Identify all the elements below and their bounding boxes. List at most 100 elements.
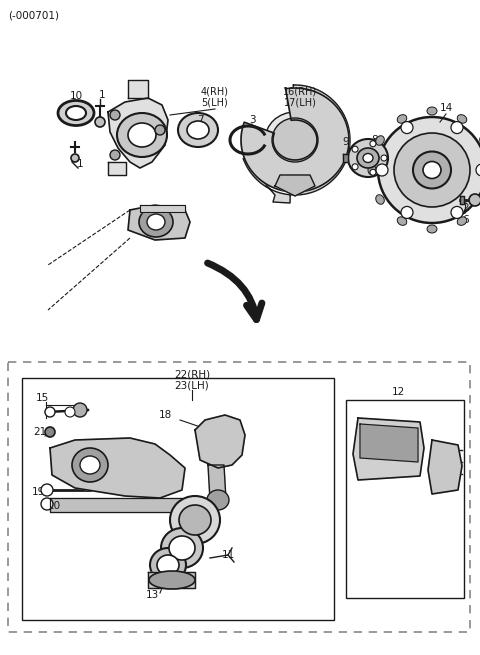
Text: 20: 20	[48, 501, 60, 511]
Polygon shape	[195, 415, 245, 468]
Text: 4(RH)
5(LH): 4(RH) 5(LH)	[201, 86, 229, 108]
Circle shape	[469, 194, 480, 206]
Circle shape	[352, 164, 358, 170]
Text: 9: 9	[343, 137, 349, 147]
Text: 18: 18	[158, 410, 172, 420]
Text: 16(RH)
17(LH): 16(RH) 17(LH)	[283, 86, 317, 108]
Polygon shape	[275, 175, 315, 196]
Ellipse shape	[117, 113, 167, 157]
Ellipse shape	[272, 118, 318, 162]
Ellipse shape	[207, 490, 229, 510]
Ellipse shape	[397, 217, 407, 225]
Circle shape	[352, 146, 358, 152]
Ellipse shape	[149, 571, 195, 589]
Ellipse shape	[169, 536, 195, 560]
Polygon shape	[108, 162, 126, 175]
Text: 1: 1	[99, 90, 105, 100]
Circle shape	[155, 125, 165, 135]
Ellipse shape	[427, 107, 437, 115]
Ellipse shape	[72, 448, 108, 482]
Text: 12: 12	[391, 387, 405, 397]
Text: 3: 3	[249, 115, 255, 125]
Text: 14: 14	[439, 103, 453, 113]
Text: (-000701): (-000701)	[8, 10, 59, 20]
Text: 15: 15	[36, 393, 48, 403]
Ellipse shape	[265, 112, 325, 168]
Circle shape	[110, 110, 120, 120]
Circle shape	[41, 484, 53, 496]
Ellipse shape	[394, 133, 470, 207]
Bar	[8, 362, 470, 632]
Circle shape	[381, 155, 387, 161]
Polygon shape	[460, 196, 464, 204]
Ellipse shape	[427, 225, 437, 233]
Circle shape	[370, 141, 376, 147]
Circle shape	[401, 206, 413, 218]
Polygon shape	[241, 88, 349, 192]
Circle shape	[71, 154, 79, 162]
Ellipse shape	[58, 100, 94, 126]
Ellipse shape	[457, 115, 467, 123]
Text: 1: 1	[77, 159, 84, 169]
Polygon shape	[50, 498, 182, 512]
Circle shape	[73, 403, 87, 417]
Ellipse shape	[170, 496, 220, 544]
Ellipse shape	[178, 113, 218, 147]
Polygon shape	[343, 154, 348, 162]
Bar	[346, 400, 464, 598]
Polygon shape	[148, 572, 195, 588]
Circle shape	[41, 498, 53, 510]
Polygon shape	[108, 98, 168, 168]
Circle shape	[45, 427, 55, 437]
Circle shape	[370, 169, 376, 176]
Text: 11: 11	[221, 550, 235, 560]
Ellipse shape	[157, 555, 179, 575]
Ellipse shape	[348, 139, 388, 177]
Ellipse shape	[187, 121, 209, 139]
Circle shape	[95, 117, 105, 127]
Polygon shape	[428, 440, 462, 494]
Circle shape	[376, 164, 388, 176]
Ellipse shape	[413, 151, 451, 189]
Circle shape	[476, 164, 480, 176]
Circle shape	[451, 206, 463, 218]
Text: 22(RH)
23(LH): 22(RH) 23(LH)	[174, 369, 210, 391]
Polygon shape	[243, 85, 350, 203]
Circle shape	[65, 407, 75, 417]
Ellipse shape	[139, 207, 173, 237]
Text: 8: 8	[372, 135, 378, 145]
Ellipse shape	[378, 117, 480, 223]
Circle shape	[401, 122, 413, 134]
Ellipse shape	[423, 162, 441, 179]
Text: 6: 6	[463, 215, 469, 225]
Ellipse shape	[179, 505, 211, 535]
Text: 7: 7	[197, 115, 204, 125]
Text: 2: 2	[463, 203, 469, 213]
Ellipse shape	[147, 214, 165, 230]
Text: 13: 13	[145, 590, 158, 600]
Circle shape	[451, 122, 463, 134]
Polygon shape	[128, 205, 190, 240]
Ellipse shape	[357, 148, 379, 168]
Circle shape	[45, 407, 55, 417]
Polygon shape	[140, 205, 185, 212]
Polygon shape	[353, 418, 424, 480]
Ellipse shape	[376, 195, 384, 204]
Ellipse shape	[457, 217, 467, 225]
Ellipse shape	[128, 123, 156, 147]
Polygon shape	[360, 424, 418, 462]
Ellipse shape	[363, 153, 373, 162]
Ellipse shape	[80, 456, 100, 474]
Ellipse shape	[397, 115, 407, 123]
Text: 19: 19	[31, 487, 45, 497]
Text: 21: 21	[34, 427, 47, 437]
Polygon shape	[128, 80, 148, 98]
Ellipse shape	[66, 106, 86, 120]
Ellipse shape	[161, 528, 203, 568]
Ellipse shape	[368, 165, 376, 175]
Polygon shape	[50, 438, 185, 498]
Polygon shape	[208, 465, 226, 500]
Circle shape	[110, 150, 120, 160]
Text: 10: 10	[70, 91, 83, 101]
Ellipse shape	[150, 548, 186, 582]
